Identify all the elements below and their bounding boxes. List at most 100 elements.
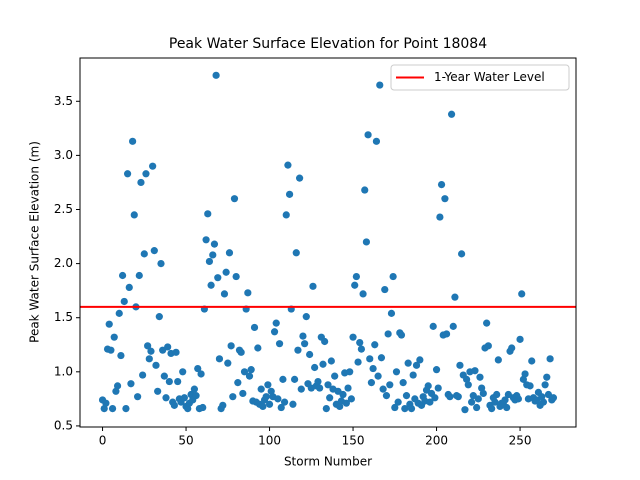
point	[282, 211, 290, 219]
point	[518, 290, 526, 298]
point	[386, 381, 394, 389]
point	[429, 322, 437, 330]
point	[222, 268, 230, 276]
legend-label: 1-Year Water Level	[434, 70, 545, 84]
y-tick-label: 1.0	[54, 364, 73, 378]
point	[277, 403, 285, 412]
point	[123, 170, 132, 178]
point	[157, 260, 165, 268]
point	[267, 387, 275, 395]
point	[379, 385, 387, 393]
point	[344, 384, 352, 392]
point	[262, 393, 270, 401]
point	[172, 348, 180, 356]
point	[229, 393, 237, 401]
point	[130, 211, 138, 219]
point	[361, 186, 369, 194]
point	[446, 393, 454, 401]
point	[324, 381, 332, 389]
point	[372, 137, 381, 145]
point	[391, 403, 399, 412]
point	[301, 340, 309, 348]
point	[306, 350, 314, 359]
point	[431, 394, 439, 402]
point	[356, 338, 364, 347]
point	[357, 345, 366, 353]
y-tick-label: 1.5	[54, 310, 73, 324]
point	[192, 392, 200, 400]
point	[113, 382, 122, 390]
point	[110, 333, 118, 341]
point	[399, 379, 407, 387]
point	[491, 398, 499, 406]
point	[543, 373, 551, 381]
y-axis-label: Peak Water Surface Elevation (m)	[28, 141, 42, 343]
point	[352, 272, 360, 281]
point	[244, 289, 252, 297]
point	[366, 355, 374, 363]
point	[349, 333, 357, 341]
chart-title: Peak Water Surface Elevation for Point 1…	[169, 36, 487, 52]
point	[424, 382, 432, 390]
point	[432, 366, 441, 374]
point	[284, 161, 292, 169]
point	[316, 384, 324, 392]
y-tick-label: 0.5	[54, 418, 73, 432]
point	[127, 380, 135, 388]
point	[214, 274, 222, 282]
point	[394, 398, 402, 406]
point	[184, 405, 192, 413]
point	[135, 271, 143, 280]
point	[434, 384, 442, 392]
point	[117, 351, 125, 360]
point	[265, 400, 274, 408]
point	[257, 385, 265, 393]
plot-frame	[79, 57, 577, 428]
x-tick-label: 100	[258, 434, 281, 448]
point	[120, 297, 128, 306]
point	[437, 181, 446, 189]
legend-box	[390, 64, 570, 91]
point	[139, 371, 147, 379]
point	[538, 393, 546, 401]
point	[384, 330, 392, 338]
point	[302, 313, 310, 321]
point	[364, 131, 372, 139]
point	[483, 319, 491, 327]
point	[367, 379, 376, 387]
point	[339, 390, 347, 399]
point	[105, 320, 113, 328]
point	[219, 401, 227, 409]
point	[539, 398, 548, 406]
point	[336, 402, 344, 411]
point	[108, 405, 117, 413]
point	[285, 190, 294, 198]
point	[254, 344, 262, 352]
point	[464, 381, 472, 389]
point	[516, 335, 524, 343]
point	[476, 373, 484, 381]
point	[549, 394, 558, 402]
point	[174, 377, 182, 386]
point	[426, 398, 434, 406]
point	[494, 356, 502, 364]
point	[488, 405, 496, 413]
point	[274, 395, 282, 403]
point	[449, 322, 457, 330]
point	[397, 331, 406, 339]
point	[237, 348, 245, 356]
point	[401, 405, 409, 413]
point	[456, 361, 464, 369]
point	[342, 399, 350, 407]
point	[190, 385, 198, 393]
point	[327, 357, 335, 365]
point	[207, 281, 215, 289]
point	[170, 401, 178, 409]
point	[225, 249, 234, 257]
point	[165, 377, 173, 386]
point	[468, 398, 476, 406]
point	[451, 293, 459, 301]
x-tick-label: 200	[425, 434, 448, 448]
point	[458, 250, 466, 258]
point	[112, 387, 120, 395]
